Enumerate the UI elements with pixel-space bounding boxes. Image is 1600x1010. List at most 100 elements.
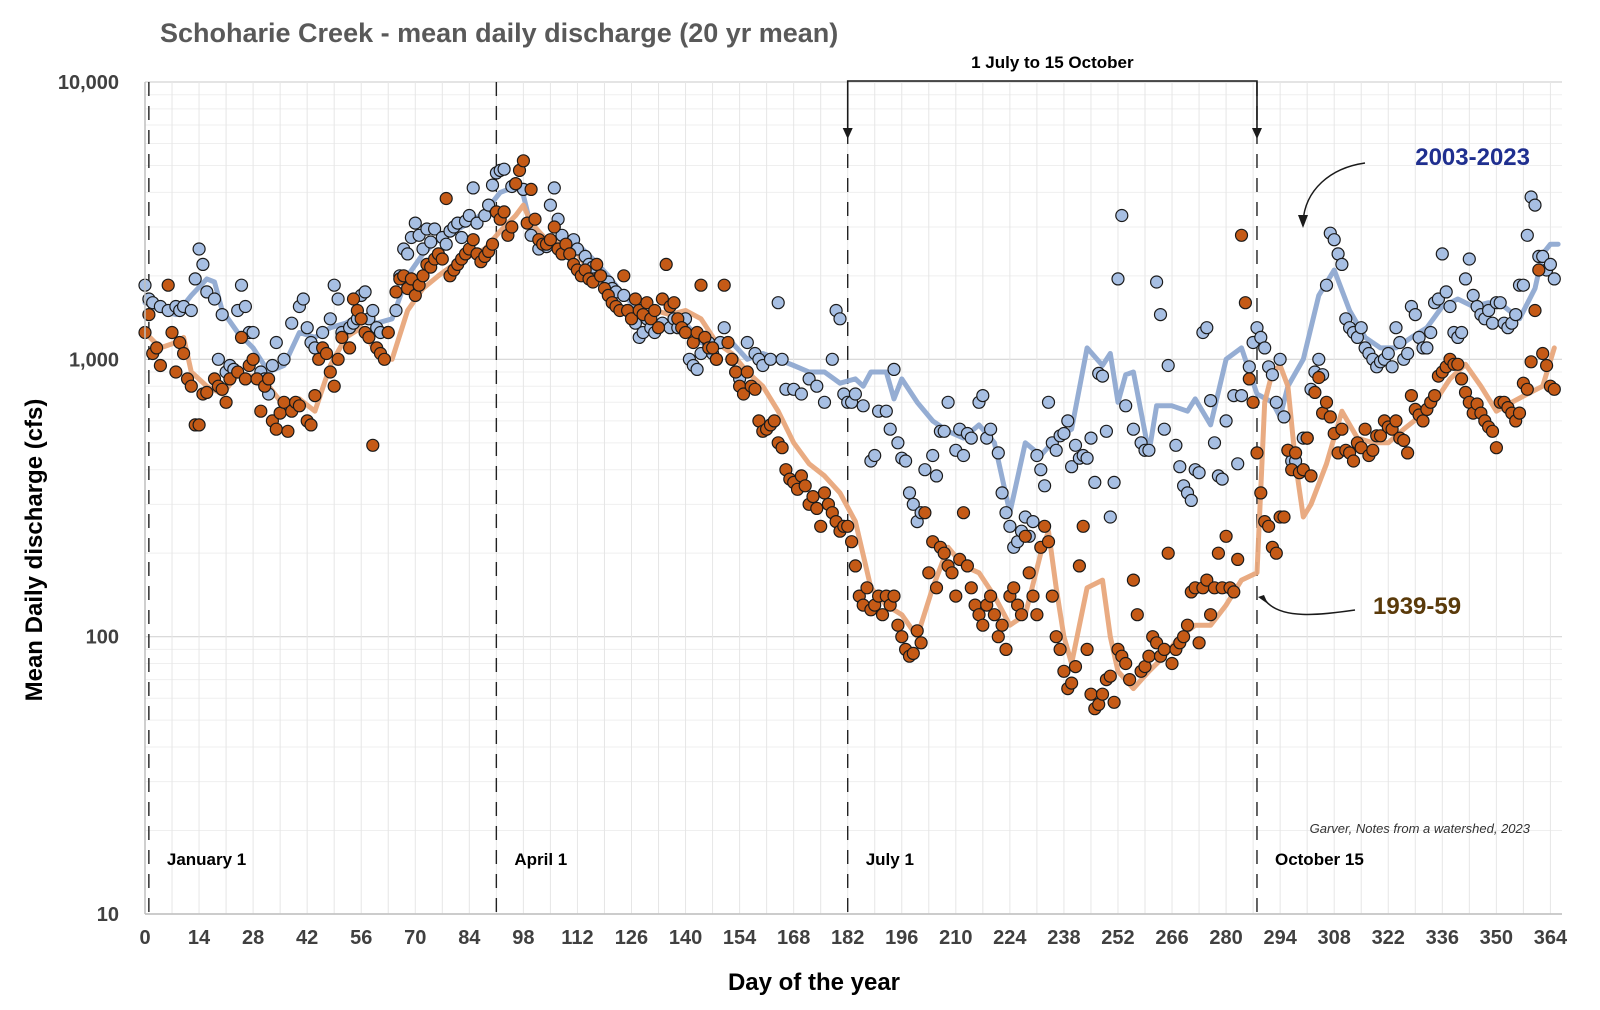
data-point xyxy=(1485,424,1500,438)
data-point xyxy=(1439,285,1453,299)
data-point xyxy=(1420,341,1434,355)
data-point xyxy=(1520,382,1534,396)
data-point xyxy=(1254,486,1268,500)
data-point xyxy=(717,321,731,335)
data-point xyxy=(995,486,1009,500)
data-point xyxy=(165,325,179,340)
data-point xyxy=(1053,642,1067,657)
data-point xyxy=(1416,414,1430,428)
data-point xyxy=(1265,368,1280,382)
data-point xyxy=(729,365,743,379)
data-point xyxy=(234,330,249,344)
data-point xyxy=(999,642,1013,657)
callout-arrowhead xyxy=(1298,215,1308,228)
y-tick-label: 1,000 xyxy=(69,349,119,371)
data-point xyxy=(902,486,917,500)
data-point xyxy=(262,372,276,386)
data-point xyxy=(323,365,337,379)
x-tick-label: 266 xyxy=(1155,927,1188,949)
data-point xyxy=(161,278,175,292)
data-point xyxy=(960,559,975,573)
data-point xyxy=(485,237,500,251)
data-point xyxy=(798,479,812,493)
data-point xyxy=(219,395,233,409)
data-point xyxy=(1269,395,1283,409)
data-point xyxy=(1026,589,1040,603)
bracket-arrowhead xyxy=(842,128,853,139)
data-point xyxy=(1037,519,1052,533)
data-point xyxy=(1030,448,1044,463)
data-point xyxy=(1242,360,1256,374)
date-marker-label: January 1 xyxy=(167,850,246,869)
data-point xyxy=(1304,469,1318,483)
data-point xyxy=(1424,325,1438,340)
data-point xyxy=(771,296,785,310)
x-tick-label: 280 xyxy=(1209,927,1242,949)
data-point xyxy=(524,182,538,196)
data-point xyxy=(659,257,673,271)
data-point xyxy=(1219,529,1233,543)
data-point xyxy=(485,178,500,192)
data-point xyxy=(937,424,951,438)
data-point xyxy=(331,292,345,306)
data-point xyxy=(1142,649,1156,663)
data-point xyxy=(1173,460,1187,474)
tick-labels: 0 14 28 42 56 70 84 98 112 126 140 154 168 182 196 210 2… xyxy=(58,72,1568,949)
data-point xyxy=(215,382,229,396)
data-point xyxy=(1061,414,1075,428)
data-point xyxy=(1115,208,1129,223)
data-point xyxy=(1231,552,1245,567)
bracket-label: 1 July to 15 October xyxy=(971,53,1134,72)
data-point xyxy=(543,233,558,247)
data-point xyxy=(983,422,998,436)
data-point xyxy=(841,519,855,533)
data-point xyxy=(617,269,631,283)
data-point xyxy=(891,436,905,450)
data-point xyxy=(1153,308,1168,322)
data-point xyxy=(763,352,778,366)
data-point xyxy=(1269,546,1283,560)
data-point xyxy=(1161,358,1175,373)
data-point xyxy=(964,431,978,445)
data-point xyxy=(401,247,415,261)
x-tick-label: 294 xyxy=(1263,927,1297,949)
x-tick-label: 42 xyxy=(296,927,318,949)
data-point xyxy=(1300,431,1314,445)
data-point xyxy=(416,269,430,283)
data-point xyxy=(1319,395,1334,409)
date-marker-label: October 15 xyxy=(1275,850,1364,869)
callout-arrow xyxy=(1264,599,1356,616)
data-point xyxy=(883,422,897,436)
data-point xyxy=(1327,233,1341,247)
data-point xyxy=(1528,198,1542,212)
data-point xyxy=(292,399,306,413)
data-point xyxy=(1454,372,1469,386)
data-point xyxy=(238,299,252,314)
data-point xyxy=(1458,272,1473,286)
bracket-line xyxy=(846,80,1258,136)
data-point xyxy=(956,448,971,463)
data-point xyxy=(153,358,167,373)
data-point xyxy=(509,177,523,191)
data-point xyxy=(1200,321,1214,335)
data-point xyxy=(914,636,928,650)
data-point xyxy=(640,296,654,310)
data-point xyxy=(1543,257,1558,271)
data-point xyxy=(983,589,998,603)
data-point xyxy=(497,205,511,219)
data-point xyxy=(1516,278,1531,292)
data-point xyxy=(1149,275,1164,289)
data-point xyxy=(1277,410,1291,424)
x-tick-label: 140 xyxy=(669,927,702,949)
data-point xyxy=(590,257,604,271)
data-point xyxy=(1547,382,1561,396)
data-point xyxy=(810,501,824,515)
data-point xyxy=(617,288,631,302)
data-point xyxy=(1250,446,1264,460)
data-point xyxy=(1018,529,1032,543)
data-point xyxy=(1354,321,1368,335)
data-point xyxy=(956,506,971,520)
data-point xyxy=(1126,422,1141,436)
data-point xyxy=(1323,410,1337,424)
data-point xyxy=(389,303,403,318)
